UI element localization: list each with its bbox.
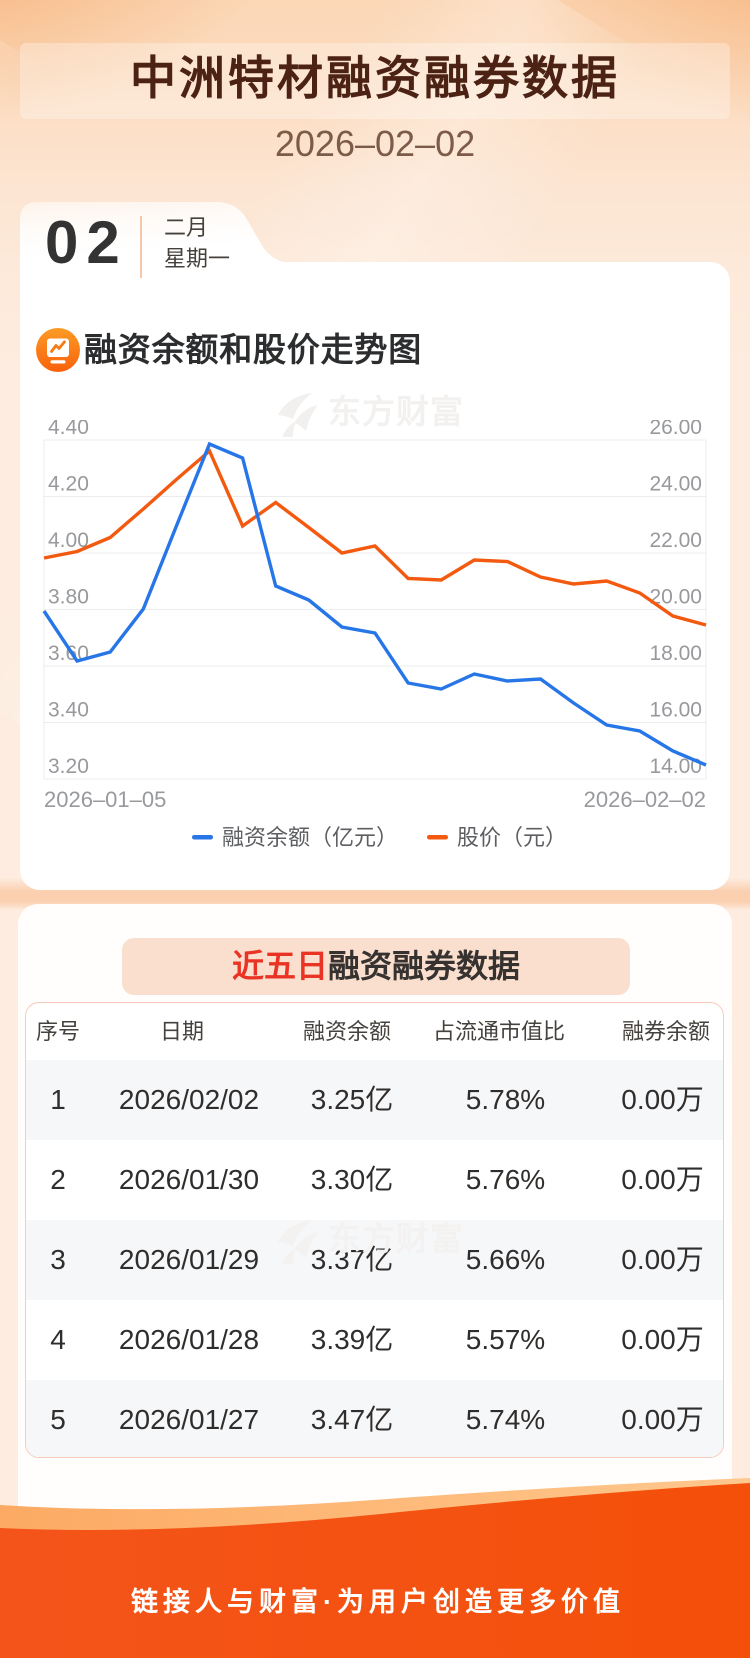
svg-text:融资余额（亿元）: 融资余额（亿元） [222,825,398,850]
svg-text:26.00: 26.00 [649,420,702,439]
svg-text:4.20: 4.20 [48,473,89,496]
svg-text:3.20: 3.20 [48,755,89,778]
svg-text:18.00: 18.00 [649,642,702,665]
svg-text:3.40: 3.40 [48,699,89,722]
svg-text:22.00: 22.00 [649,529,702,552]
svg-text:2026–01–05: 2026–01–05 [44,787,166,812]
svg-text:4.40: 4.40 [48,420,89,439]
svg-text:20.00: 20.00 [649,586,702,609]
svg-text:2026–02–02: 2026–02–02 [584,787,706,812]
svg-text:4.00: 4.00 [48,529,89,552]
svg-text:14.00: 14.00 [649,755,702,778]
svg-text:3.80: 3.80 [48,586,89,609]
svg-text:16.00: 16.00 [649,699,702,722]
svg-text:24.00: 24.00 [649,473,702,496]
svg-text:股价（元）: 股价（元） [457,825,567,850]
